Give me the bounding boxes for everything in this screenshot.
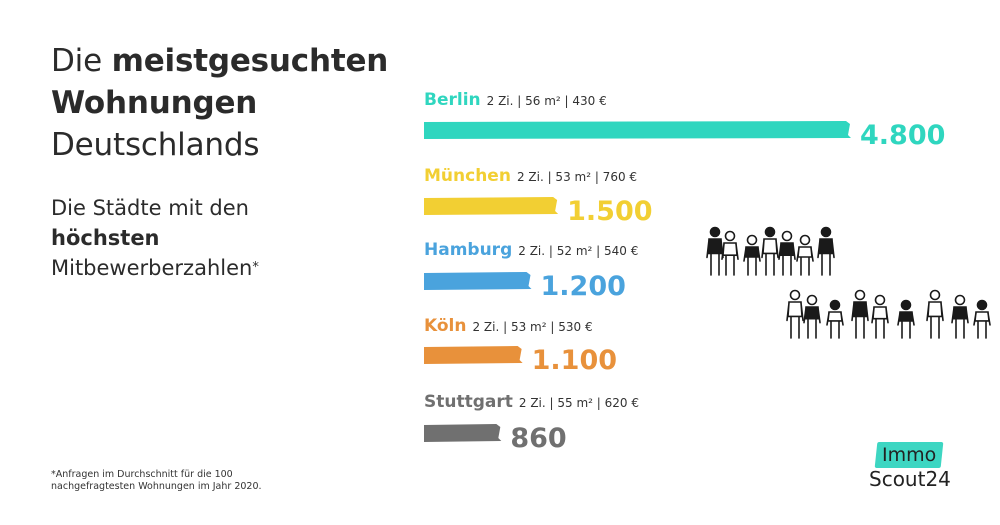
- person-figure: [786, 289, 804, 339]
- logo-text-scout: Scout24: [869, 467, 951, 491]
- footnote-marker: *: [252, 260, 259, 275]
- city-label-hamburg: Hamburg 2 Zi. | 52 m² | 540 €: [424, 240, 638, 260]
- person-figure: [871, 294, 889, 339]
- person-figure: [973, 299, 991, 339]
- subtitle: Die Städte mit den höchsten Mitbewerberz…: [51, 193, 259, 283]
- person-figure: [761, 226, 779, 276]
- person-figure: [743, 234, 761, 276]
- bar-münchen: [424, 197, 559, 215]
- person-figure: [796, 234, 814, 276]
- city-name: Hamburg: [424, 240, 513, 260]
- bar-stuttgart: [424, 424, 502, 442]
- page-title: Die meistgesuchten Wohnungen Deutschland…: [51, 40, 388, 166]
- title-prefix: Die: [51, 43, 112, 79]
- person-figure: [897, 299, 915, 339]
- person-figure: [851, 289, 869, 339]
- value-label-hamburg: 1.200: [541, 271, 626, 302]
- subtitle-line-3: Mitbewerberzahlen: [51, 256, 253, 280]
- city-name: Stuttgart: [424, 392, 513, 412]
- city-label-stuttgart: Stuttgart 2 Zi. | 55 m² | 620 €: [424, 392, 639, 412]
- immoscout24-logo: Immo Scout24: [868, 442, 958, 497]
- subtitle-bold: höchsten: [51, 226, 160, 250]
- value-label-münchen: 1.500: [567, 196, 652, 227]
- value-label-stuttgart: 860: [510, 423, 566, 454]
- value-label-köln: 1.100: [532, 345, 617, 376]
- city-name: Köln: [424, 316, 467, 336]
- logo-text-immo: Immo: [882, 444, 937, 466]
- value-label-berlin: 4.800: [860, 120, 945, 151]
- footnote: *Anfragen im Durchschnitt für die 100 na…: [51, 469, 262, 492]
- person-figure: [826, 299, 844, 339]
- person-figure: [721, 230, 739, 276]
- city-name: München: [424, 166, 511, 186]
- person-figure: [803, 294, 821, 339]
- city-label-münchen: München 2 Zi. | 53 m² | 760 €: [424, 166, 637, 186]
- title-line-3: Deutschlands: [51, 127, 260, 163]
- city-detail: 2 Zi. | 55 m² | 620 €: [518, 396, 639, 410]
- subtitle-line-1: Die Städte mit den: [51, 196, 249, 220]
- title-bold-2: Wohnungen: [51, 85, 258, 121]
- city-detail: 2 Zi. | 52 m² | 540 €: [518, 244, 639, 258]
- city-name: Berlin: [424, 90, 481, 110]
- city-detail: 2 Zi. | 53 m² | 760 €: [516, 170, 638, 184]
- city-detail: 2 Zi. | 53 m² | 530 €: [472, 320, 593, 334]
- bar-köln: [424, 346, 523, 364]
- person-figure: [951, 294, 969, 339]
- person-figure: [926, 289, 944, 339]
- person-figure: [706, 226, 724, 276]
- city-label-köln: Köln 2 Zi. | 53 m² | 530 €: [424, 316, 593, 336]
- person-figure: [778, 230, 796, 276]
- city-label-berlin: Berlin 2 Zi. | 56 m² | 430 €: [424, 90, 607, 110]
- person-figure: [817, 226, 835, 276]
- bar-berlin: [424, 121, 851, 139]
- city-detail: 2 Zi. | 56 m² | 430 €: [486, 94, 607, 108]
- bar-hamburg: [424, 272, 532, 290]
- title-bold-1: meistgesuchten: [111, 43, 389, 79]
